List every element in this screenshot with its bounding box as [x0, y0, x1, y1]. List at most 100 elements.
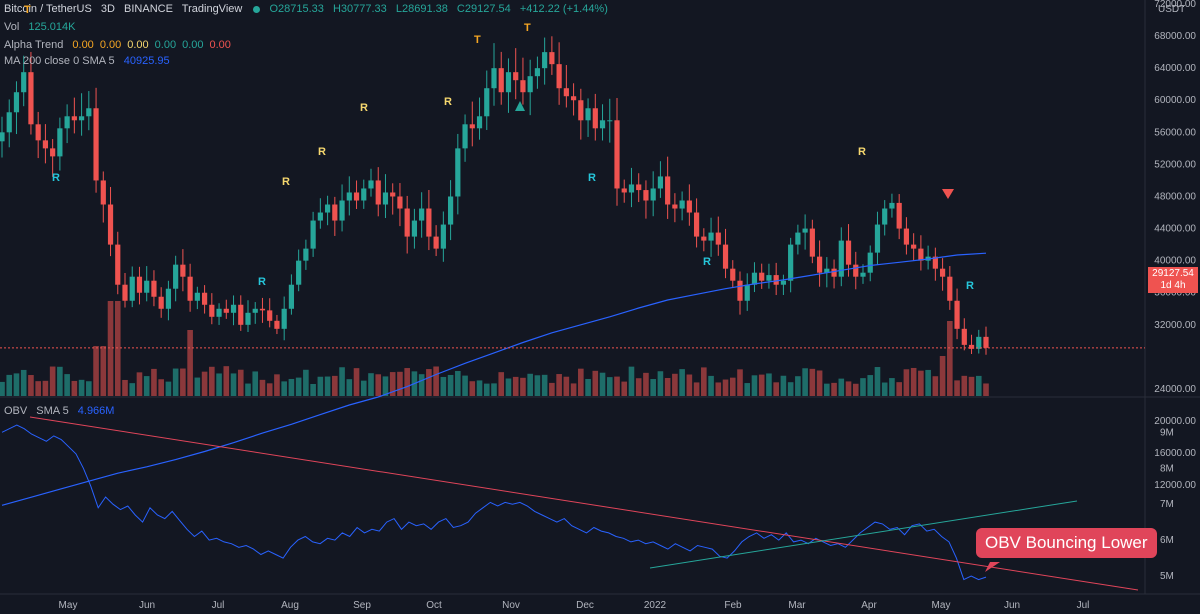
- volume-bar: [433, 366, 439, 396]
- change-value: +412.22 (+1.44%): [519, 3, 608, 15]
- volume-bar: [744, 383, 751, 396]
- time-tick-label: Aug: [281, 600, 299, 611]
- volume-bar: [961, 375, 968, 396]
- candle: [737, 280, 743, 301]
- volume-bar: [216, 373, 222, 396]
- candle: [759, 272, 765, 281]
- volume-bar: [852, 383, 859, 396]
- candle: [773, 275, 779, 285]
- obv-value: 4.966M: [77, 405, 115, 417]
- candle: [346, 192, 352, 201]
- candle: [426, 208, 432, 237]
- price-tick-label: 60000.00: [1154, 95, 1196, 106]
- candle: [375, 180, 381, 205]
- candle: [144, 280, 150, 293]
- time-tick-label: Jul: [212, 600, 225, 611]
- volume-bar: [332, 375, 338, 396]
- volume-bar: [505, 378, 512, 396]
- candle: [896, 202, 902, 229]
- candle: [361, 188, 367, 201]
- volume-bar: [787, 382, 794, 396]
- obv-tick-label: 9M: [1160, 427, 1174, 438]
- volume-legend[interactable]: Vol 125.014K: [4, 20, 81, 34]
- candle: [549, 52, 555, 65]
- volume-bar: [737, 369, 743, 396]
- obv-label: OBV: [4, 405, 28, 417]
- ma-label: MA 200 close 0 SMA 5: [4, 55, 115, 67]
- last-price-tag: 29127.54 1d 4h: [1148, 267, 1198, 293]
- volume-bar: [107, 301, 114, 396]
- alpha-trend-legend[interactable]: Alpha Trend 0.00 0.00 0.00 0.00 0.00 0.00: [4, 38, 243, 52]
- volume-bar: [122, 379, 128, 396]
- candle: [932, 256, 938, 269]
- volume-bar: [780, 375, 787, 396]
- volume-bar: [78, 379, 85, 396]
- volume-bar: [86, 381, 92, 396]
- candle: [107, 204, 114, 245]
- volume-bar: [281, 381, 287, 396]
- candle: [267, 310, 273, 321]
- candle: [498, 68, 504, 93]
- volume-bar: [686, 374, 693, 396]
- candle: [636, 184, 642, 191]
- candle: [390, 192, 396, 197]
- candle: [722, 244, 729, 269]
- price-tick-label: 64000.00: [1154, 63, 1196, 74]
- volume-bar: [708, 375, 714, 396]
- volume-bar: [209, 366, 215, 396]
- price-tick-label: 20000.00: [1154, 416, 1196, 427]
- volume-bar: [657, 371, 664, 396]
- volume-bar: [49, 366, 56, 396]
- candle: [173, 264, 179, 289]
- volume-bar: [585, 378, 591, 396]
- candle: [136, 276, 143, 293]
- volume-bar: [845, 381, 852, 396]
- volume-bar: [397, 371, 403, 396]
- ma-200-line: [1, 252, 987, 506]
- volume-bar: [802, 368, 808, 396]
- obv-legend[interactable]: OBV SMA 5 4.966M: [4, 404, 120, 418]
- volume-bar: [237, 369, 244, 396]
- volume-bar: [483, 383, 490, 396]
- volume-bar: [462, 375, 468, 396]
- price-tick-label: 32000.00: [1154, 320, 1196, 331]
- volume-bar: [758, 374, 765, 396]
- volume-bar: [809, 368, 816, 396]
- candle: [679, 200, 685, 209]
- candle: [961, 328, 967, 345]
- candle: [13, 92, 20, 113]
- candle: [100, 180, 106, 205]
- ma-legend[interactable]: MA 200 close 0 SMA 5 40925.95: [4, 54, 176, 68]
- candle: [21, 72, 27, 93]
- volume-bar: [831, 382, 837, 396]
- volume-bar: [114, 301, 121, 396]
- volume-bar: [874, 367, 881, 396]
- volume-bar: [889, 378, 895, 396]
- volume-bar: [860, 378, 866, 396]
- volume-bar: [368, 373, 374, 396]
- volume-bar: [317, 376, 324, 396]
- volume-bar: [968, 376, 975, 396]
- volume-bar: [541, 374, 548, 396]
- candle: [71, 116, 77, 121]
- symbol-name[interactable]: Bitcoin / TetherUS: [4, 3, 92, 15]
- candle: [93, 108, 99, 181]
- candle: [6, 112, 12, 133]
- volume-bar: [13, 373, 20, 396]
- time-tick-label: Nov: [502, 600, 520, 611]
- candle: [411, 220, 418, 237]
- volume-bar: [947, 321, 953, 396]
- candle: [324, 204, 331, 213]
- candle: [303, 248, 309, 261]
- volume-bar: [939, 356, 946, 396]
- volume-bar: [672, 373, 678, 396]
- volume-bar: [6, 374, 13, 396]
- volume-bar: [426, 369, 432, 396]
- alpha-signal-label: R: [444, 96, 452, 108]
- interval-label[interactable]: 3D: [100, 3, 115, 15]
- volume-bar: [0, 381, 5, 396]
- candle: [824, 268, 830, 273]
- volume-bar: [252, 371, 259, 396]
- candle: [845, 240, 852, 265]
